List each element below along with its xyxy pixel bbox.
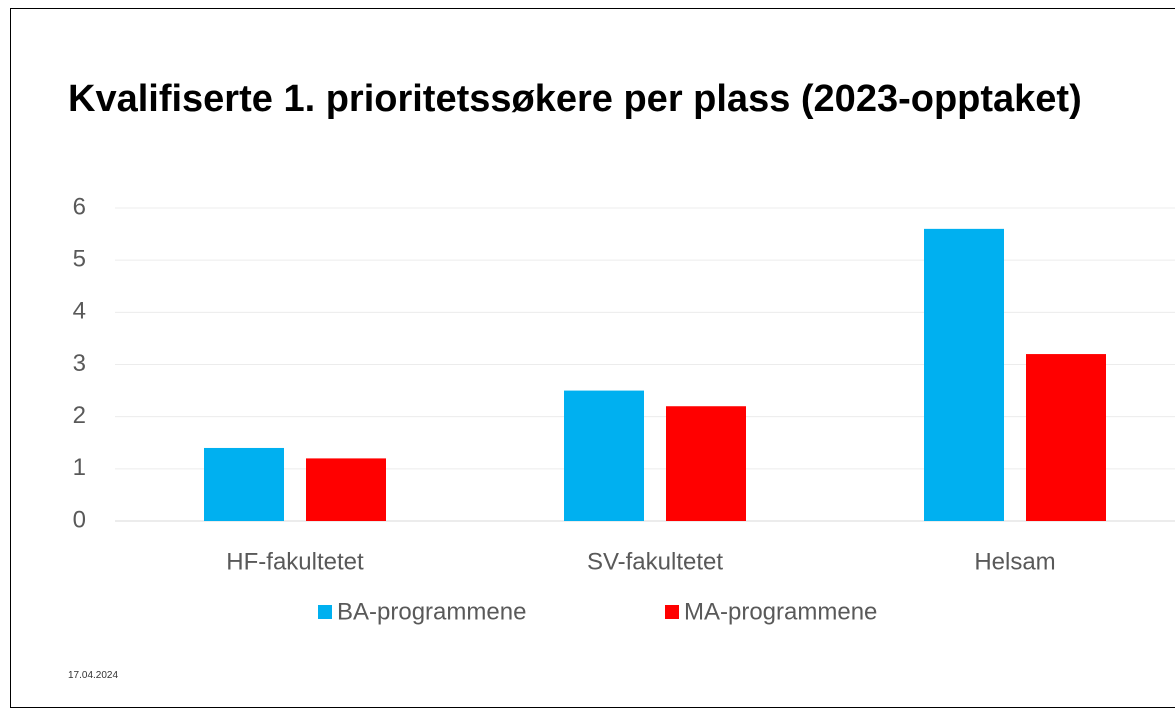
x-tick-label: Helsam [974, 548, 1055, 575]
y-tick-label: 3 [73, 350, 86, 377]
y-tick-label: 2 [73, 402, 86, 429]
legend-swatch [665, 605, 679, 619]
chart-title: Kvalifiserte 1. prioritetssøkere per pla… [68, 78, 1082, 120]
legend-label: BA-programmene [337, 598, 526, 625]
legend-label: MA-programmene [684, 598, 877, 625]
y-tick-label: 1 [73, 454, 86, 481]
legend-swatch [318, 605, 332, 619]
y-tick-label: 5 [73, 246, 86, 273]
y-tick-label: 6 [73, 193, 86, 220]
chart: 0 1 2 3 4 5 6 HF-fakultetet SV-fakultetet Helsam B… [73, 193, 1175, 625]
slide: Kvalifiserte 1. prioritetssøkere per pla… [10, 8, 1175, 708]
bar [666, 406, 746, 521]
bar [306, 458, 386, 521]
x-tick-label: HF-fakultetet [226, 548, 364, 575]
bar [1026, 354, 1106, 521]
bar [204, 447, 284, 521]
y-tick-label: 0 [73, 506, 86, 533]
bar [924, 228, 1004, 521]
x-tick-label: SV-fakultetet [587, 548, 723, 575]
bar [564, 390, 644, 521]
footer-date: 17.04.2024 [68, 670, 119, 681]
y-tick-label: 4 [73, 298, 86, 325]
